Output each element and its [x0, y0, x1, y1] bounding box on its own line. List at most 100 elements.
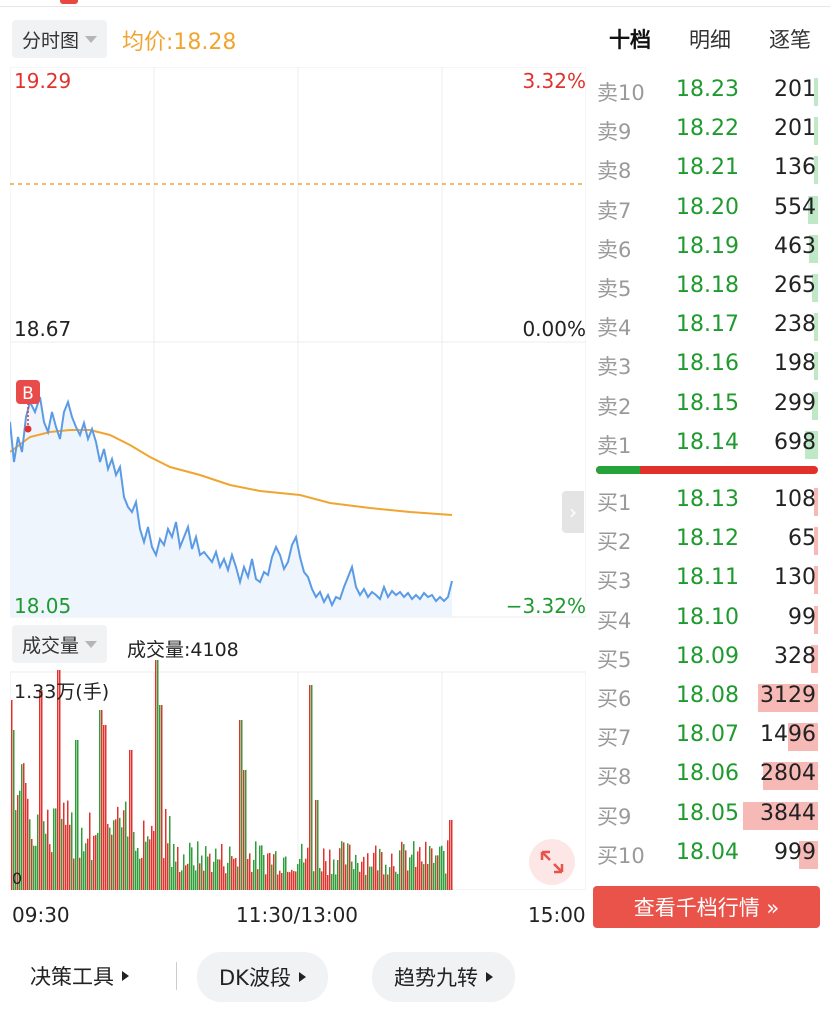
decision-tools-button[interactable]: 决策工具 [30, 952, 129, 1000]
volume-bar [317, 800, 319, 890]
bid-row[interactable]: 买2 18.12 65 [590, 521, 830, 560]
volume-bar [193, 865, 195, 890]
volume-max-label: 1.33万(手) [14, 681, 110, 703]
intraday-chart[interactable]: B 19.29 3.32% 18.67 0.00% 18.05 −3.32% 1… [10, 67, 586, 890]
bid-row[interactable]: 买8 18.06 2804 [590, 756, 830, 795]
volume-bar [363, 856, 365, 890]
volume-bar [265, 874, 267, 890]
trade-marker-badge[interactable] [16, 380, 40, 404]
volume-bar [93, 835, 95, 890]
depth-bar [813, 352, 818, 381]
level-label: 买4 [597, 608, 632, 633]
indicator-dropdown[interactable]: 成交量 [12, 625, 108, 663]
level-price: 18.20 [676, 194, 739, 220]
level-price: 18.16 [676, 351, 739, 377]
ask-row[interactable]: 卖9 18.22 201 [590, 111, 830, 150]
level-volume: 238 [774, 312, 816, 338]
volume-bar [299, 858, 301, 890]
volume-bar [251, 871, 253, 890]
volume-bar [107, 823, 109, 890]
volume-bar [167, 843, 169, 890]
volume-bar [41, 690, 43, 890]
volume-bar [115, 819, 117, 890]
ask-row[interactable]: 卖4 18.17 238 [590, 307, 830, 346]
volume-bar [375, 845, 377, 890]
ask-row[interactable]: 卖3 18.16 198 [590, 346, 830, 385]
volume-bar [285, 856, 287, 890]
volume-bar [253, 859, 255, 890]
depth-bar [804, 430, 818, 459]
volume-bar [325, 861, 327, 890]
volume-bar [371, 866, 373, 890]
volume-bar [23, 763, 25, 890]
chart-mode-dropdown[interactable]: 分时图 [12, 20, 108, 58]
tab-tick-by-tick[interactable]: 逐笔 [769, 28, 811, 52]
tab-details[interactable]: 明细 [689, 28, 731, 52]
trade-marker-dot [24, 425, 32, 433]
bid-row[interactable]: 买6 18.08 3129 [590, 678, 830, 717]
volume-bar [329, 849, 331, 890]
level-volume: 3129 [760, 683, 816, 708]
volume-bar [397, 873, 399, 890]
level-label: 买5 [597, 647, 632, 672]
volume-bar [385, 864, 387, 890]
level-price: 18.21 [676, 155, 739, 181]
volume-bar [153, 830, 155, 890]
volume-bar [429, 845, 431, 890]
tab-ten-levels[interactable]: 十档 [609, 28, 651, 52]
bid-row[interactable]: 买1 18.13 108 [590, 482, 830, 521]
volume-bar [321, 871, 323, 890]
volume-bar [19, 790, 21, 890]
dk-band-label: DK波段 [219, 966, 291, 990]
dk-band-button[interactable]: DK波段 [197, 952, 328, 1002]
ask-row[interactable]: 卖1 18.14 698 [590, 425, 830, 464]
volume-bar [405, 850, 407, 890]
ask-row[interactable]: 卖10 18.23 201 [590, 72, 830, 111]
ask-row[interactable]: 卖8 18.21 136 [590, 150, 830, 189]
collapse-handle[interactable]: › [562, 491, 584, 533]
bid-row[interactable]: 买4 18.10 99 [590, 600, 830, 639]
depth-bar [812, 391, 818, 420]
volume-bar [11, 700, 13, 890]
volume-bar [231, 856, 233, 890]
view-full-depth-button[interactable]: 查看千档行情 » [593, 886, 820, 928]
volume-bar [351, 861, 353, 890]
bid-row[interactable]: 买7 18.07 1496 [590, 717, 830, 756]
volume-bar [229, 846, 231, 890]
volume-value: 成交量:4108 [127, 639, 239, 661]
level-label: 买3 [597, 569, 632, 594]
level-label: 买2 [597, 530, 632, 555]
ask-row[interactable]: 卖6 18.19 463 [590, 229, 830, 268]
volume-bar [53, 808, 55, 890]
bid-row[interactable]: 买10 18.04 999 [590, 835, 830, 874]
volume-bar [83, 851, 85, 890]
ask-row[interactable]: 卖5 18.18 265 [590, 268, 830, 307]
volume-bar [277, 874, 279, 890]
ask-row[interactable]: 卖7 18.20 554 [590, 190, 830, 229]
volume-bar [143, 820, 145, 890]
ask-row[interactable]: 卖2 18.15 299 [590, 386, 830, 425]
trend-nine-button[interactable]: 趋势九转 [372, 952, 515, 1002]
volume-bar [203, 870, 205, 890]
volume-bar [369, 866, 371, 890]
volume-bar [407, 870, 409, 890]
bid-row[interactable]: 买3 18.11 130 [590, 560, 830, 599]
volume-bar [359, 871, 361, 890]
volume-bar [307, 847, 309, 890]
volume-bar [383, 874, 385, 890]
bid-row[interactable]: 买5 18.09 328 [590, 639, 830, 678]
volume-bar [237, 866, 239, 890]
level-label: 卖3 [597, 355, 632, 380]
volume-bar [101, 710, 103, 890]
level-price: 18.15 [676, 390, 739, 416]
bid-row[interactable]: 买9 18.05 3844 [590, 796, 830, 835]
fullscreen-button[interactable] [529, 839, 575, 885]
depth-bar [814, 566, 818, 595]
depth-bar [813, 78, 818, 106]
volume-bar [205, 846, 207, 890]
volume-bar [419, 847, 421, 890]
depth-bar [788, 723, 818, 752]
volume-bar [225, 873, 227, 890]
volume-bars [11, 660, 453, 890]
volume-bar [357, 862, 359, 890]
